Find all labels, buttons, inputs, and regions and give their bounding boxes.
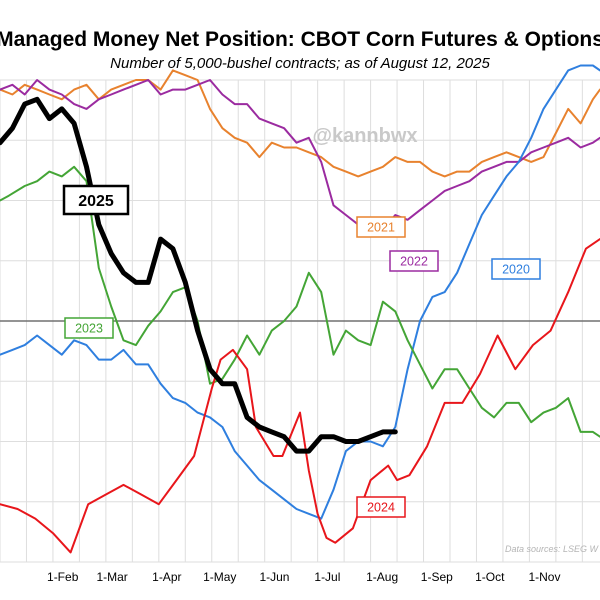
series-label-2024: 2024	[356, 496, 406, 518]
x-axis: 1-Feb 1-Mar 1-Apr 1-May 1-Jun 1-Jul 1-Aug 1-Sep…	[47, 570, 560, 584]
series-label-text: 2024	[367, 501, 395, 515]
series-line-2023	[0, 165, 600, 438]
series-label-box	[389, 250, 439, 272]
series-label-text: 2021	[367, 221, 395, 235]
series-label-box	[491, 258, 541, 280]
series-label-2025: 2025	[62, 184, 130, 216]
source-note: Data sources: LSEG W	[505, 544, 600, 554]
series-labels: 2025 2024 2023 2022 2021 2020	[62, 184, 541, 518]
series-line-2022	[0, 79, 600, 231]
series-label-box	[62, 184, 130, 216]
series-line-2024	[0, 238, 600, 554]
x-tick-label: 1-Sep	[421, 570, 453, 584]
series-label-text: 2025	[78, 193, 114, 210]
chart-subtitle: Number of 5,000-bushel contracts; as of …	[110, 55, 490, 72]
series-label-2020: 2020	[491, 258, 541, 280]
x-tick-label: 1-Oct	[475, 570, 505, 584]
watermark: @kannbwx	[312, 125, 417, 147]
x-tick-label: 1-Jul	[314, 570, 340, 584]
x-tick-label: 1-Feb	[47, 570, 79, 584]
series-label-box	[356, 216, 406, 238]
x-tick-label: 1-Jun	[259, 570, 289, 584]
series-line-2021	[0, 69, 600, 178]
series-label-text: 2020	[502, 263, 530, 277]
x-tick-label: 1-Aug	[366, 570, 398, 584]
series-label-box	[64, 317, 114, 339]
series-label-2023: 2023	[64, 317, 114, 339]
series-label-text: 2023	[75, 322, 103, 336]
x-tick-label: 1-Mar	[96, 570, 127, 584]
series-label-2022: 2022	[389, 250, 439, 272]
series-label-2021: 2021	[356, 216, 406, 238]
series-line-2020	[0, 64, 600, 520]
x-tick-label: 1-May	[203, 570, 236, 584]
series-lines	[0, 64, 600, 554]
chart-title: Managed Money Net Position: CBOT Corn Fu…	[0, 28, 600, 51]
series-label-box	[356, 496, 406, 518]
x-tick-label: 1-Apr	[152, 570, 181, 584]
series-label-text: 2022	[400, 255, 428, 269]
x-tick-label: 1-Nov	[528, 570, 560, 584]
series-line-2025	[0, 96, 398, 454]
